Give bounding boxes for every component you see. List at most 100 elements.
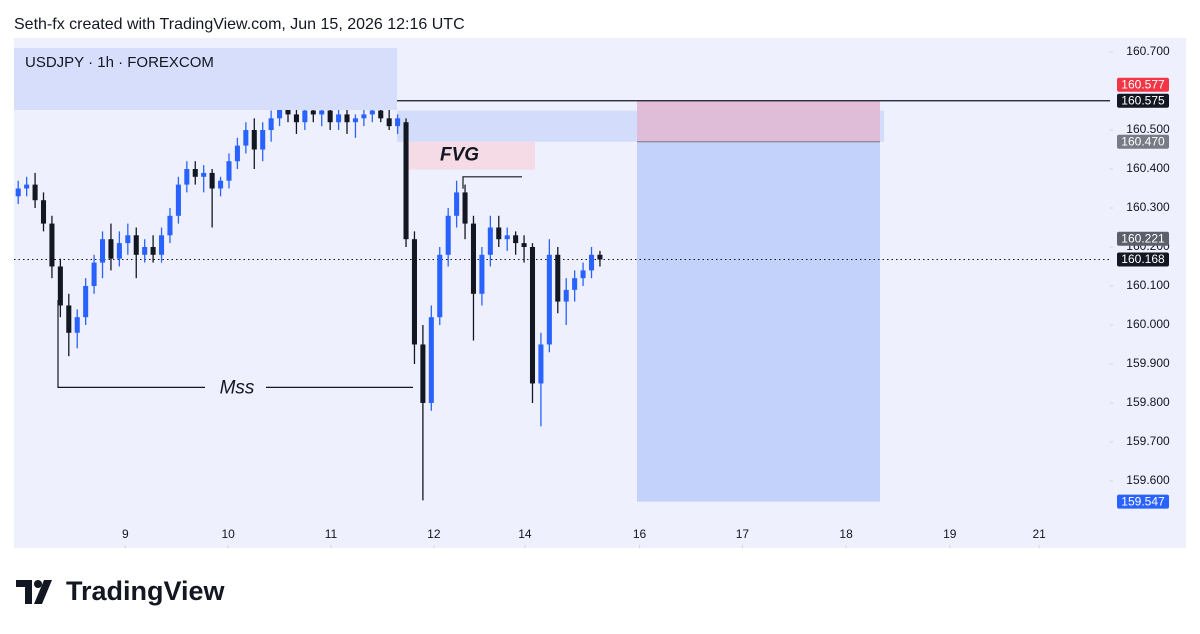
candle-body [437,254,443,318]
candle-body [32,184,38,201]
candle-body [251,130,257,150]
candle-body [142,246,148,255]
candle-body [277,106,283,119]
symbol-box [14,48,397,110]
price-label: 159.547 [1121,494,1165,508]
fvg-label: FVG [440,145,479,166]
fvg-label-box [405,141,535,170]
candle-body [386,118,392,127]
logo-icon [16,580,52,604]
y-tick-label: 160.400 [1126,161,1170,175]
candle-body [521,243,527,247]
candle-body [24,184,30,189]
candle-body [572,278,578,290]
candle-body [268,118,274,131]
y-tick-label: 159.700 [1126,434,1170,448]
price-label-box [1117,231,1169,246]
candle-body [487,227,493,255]
candle-body [580,270,586,279]
candle-body [226,161,232,181]
candle-body [209,172,215,189]
candle-body [470,223,477,294]
x-tick-label: 16 [633,527,647,541]
candle-body [91,262,97,286]
candle-body [327,110,333,123]
candle-body [15,188,21,197]
candle-body [361,114,367,119]
x-tick-label: 21 [1033,527,1047,541]
candle-body [336,114,342,123]
x-tick-label: 17 [736,527,750,541]
x-tick-label: 9 [122,527,129,541]
candle-body [234,145,240,162]
candle-body [167,215,173,236]
candle-body [369,110,375,115]
price-label: 160.221 [1121,231,1165,245]
price-label: 160.575 [1121,93,1165,107]
mss-line [57,300,205,388]
candle-body [99,239,106,263]
y-tick-label: 160.300 [1126,200,1170,214]
y-tick-label: 159.900 [1126,356,1170,370]
candle-body [479,254,485,294]
candle-body [319,110,325,115]
candle-body [150,246,156,255]
candle-body [108,239,114,259]
price-label: 160.470 [1121,134,1165,148]
candle-body [352,118,358,123]
candle-body [378,110,384,119]
candle-body [445,215,451,255]
y-tick-label: 159.800 [1126,395,1170,409]
candle-body [555,254,561,302]
candle-body [597,254,603,260]
y-tick-label: 159.600 [1126,473,1170,487]
stop-zone [637,100,880,142]
candle-body [462,192,468,224]
y-tick-label: 160.700 [1126,44,1170,58]
candle-body [116,243,122,259]
candle-body [243,130,249,146]
candle-body [310,110,316,115]
y-tick-label: 160.000 [1126,317,1170,331]
candle-body [454,192,460,216]
candle-body [563,289,569,302]
mss-label: Mss [220,377,255,398]
candle-body [513,235,519,244]
candle-body [66,305,72,333]
price-label-box [1117,77,1169,92]
candle-body [260,130,266,150]
candle-body [428,317,434,403]
price-label-box [1117,93,1169,108]
candle-body [74,317,80,333]
candle-body [159,235,165,255]
target-zone [637,141,880,502]
candle-body [546,254,552,345]
candle-body [49,223,55,267]
x-tick-label: 11 [325,527,338,541]
candle-body [538,344,544,384]
price-label-box [1117,252,1169,267]
candle-body [57,266,63,306]
candle-body [133,235,139,255]
candle-body [293,114,299,123]
candle-body [40,200,47,224]
x-tick-label: 18 [839,527,853,541]
x-tick-label: 19 [943,527,957,541]
candle-body [83,285,89,318]
candle-body [395,118,401,127]
price-label: 160.577 [1121,77,1165,91]
candle-body [302,110,308,123]
swing-high-line [462,176,522,189]
candle-body [125,235,131,244]
candle-body [403,122,409,240]
x-tick-label: 10 [221,527,235,541]
candle-body [496,227,502,240]
candle-body [411,239,417,345]
x-tick-label: 14 [518,527,532,541]
candle-body [192,169,198,177]
plot: FVGMss160.700160.500160.400160.300160.20… [14,44,1170,548]
candle-body [420,344,426,403]
candle-body [588,254,595,271]
candle-body [504,235,510,240]
price-label-box [1117,134,1169,149]
